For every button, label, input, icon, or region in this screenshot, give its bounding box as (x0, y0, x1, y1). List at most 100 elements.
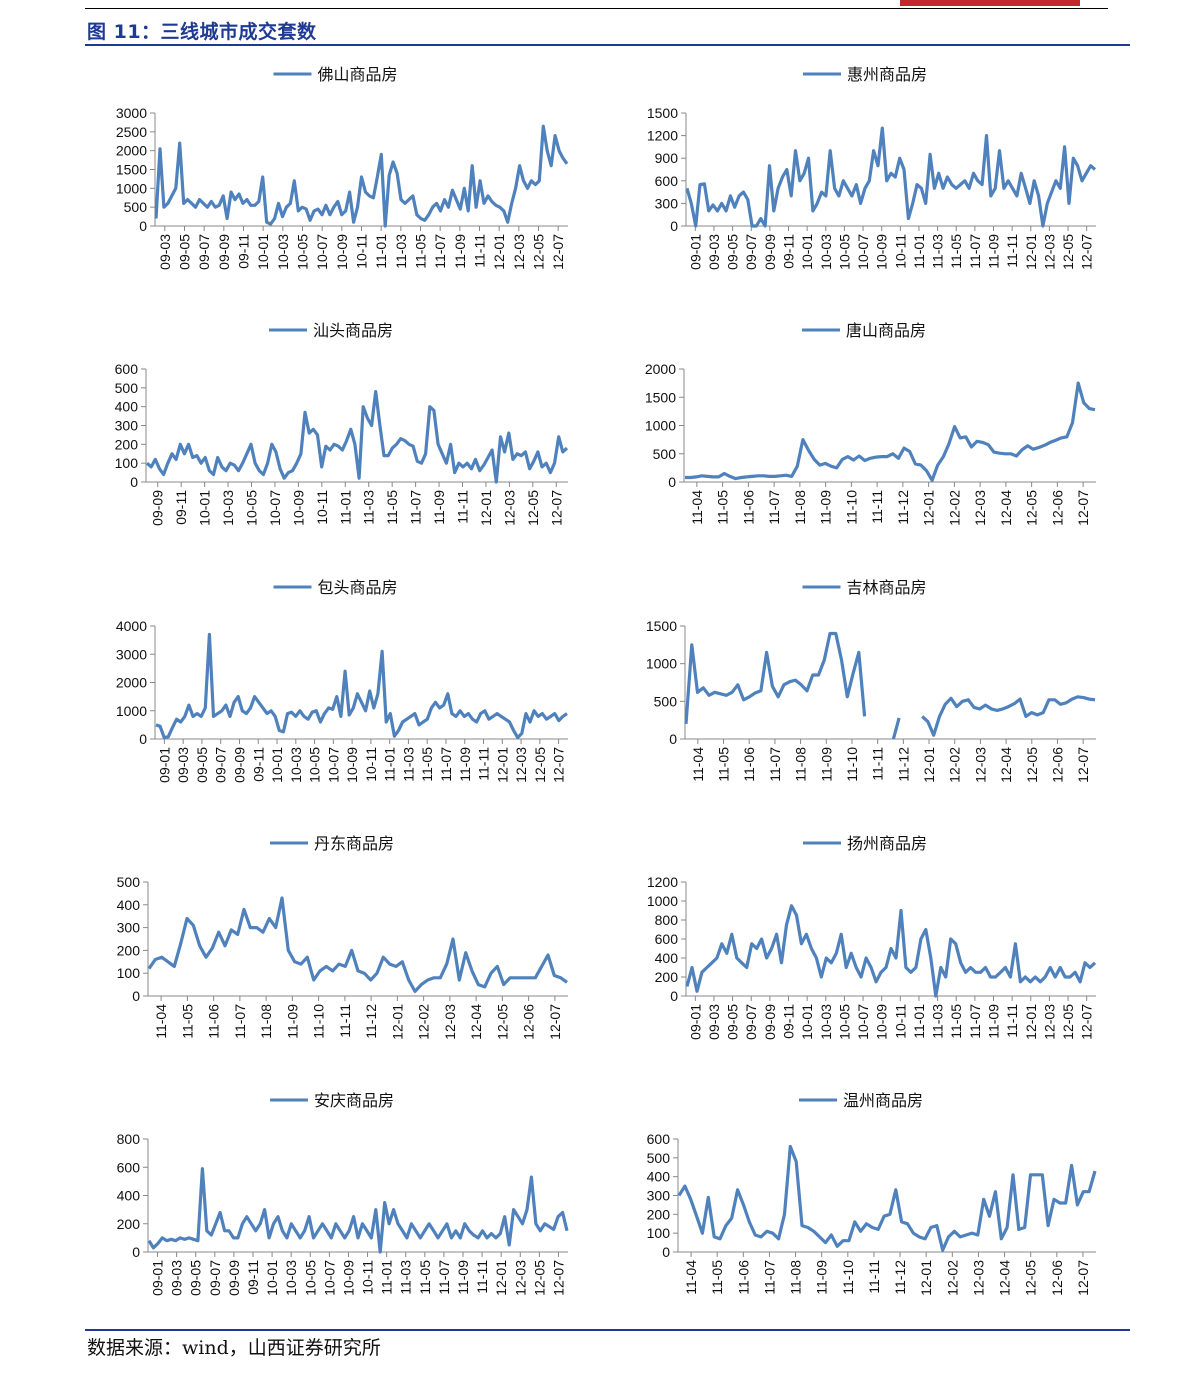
y-tick-label: 0 (670, 218, 678, 234)
x-tick-label: 12-01 (1023, 234, 1039, 270)
x-tick-label: 10-03 (283, 1260, 299, 1296)
series-line (685, 126, 1097, 228)
x-tick-label: 12-05 (1060, 1004, 1076, 1040)
x-tick-label: 11-05 (179, 1004, 195, 1039)
x-tick-label: 11-01 (337, 490, 353, 525)
x-tick-label: 09-01 (687, 234, 703, 270)
y-tick-label: 200 (117, 942, 141, 958)
x-tick-label: 12-05 (531, 234, 547, 270)
x-tick-label: 09-09 (216, 234, 232, 270)
x-tick-label: 10-11 (314, 490, 330, 525)
x-tick-label: 11-05 (384, 490, 400, 525)
y-tick-label: 200 (117, 1216, 141, 1232)
y-tick-label: 200 (115, 436, 139, 452)
chart-panel-7: 丹东商品房 0 100 200 300 400 500 11-04 11-05 11-06 11-0… (117, 835, 568, 1040)
x-tick-label: 12-01 (921, 490, 937, 526)
y-tick-label: 3000 (116, 646, 147, 662)
x-tick-label: 11-05 (948, 1004, 964, 1039)
x-tick-label: 11-06 (740, 490, 756, 525)
x-tick-label: 11-09 (457, 747, 473, 782)
x-tick-label: 12-05 (1024, 490, 1040, 526)
x-tick-label: 12-07 (550, 234, 566, 270)
x-tick-label: 12-07 (1075, 1260, 1091, 1296)
x-tick-label: 11-06 (735, 1260, 751, 1295)
y-tick-label: 1000 (116, 703, 147, 719)
y-tick-label: 3000 (116, 105, 147, 121)
series-line (147, 896, 568, 993)
x-tick-label: 11-12 (895, 490, 911, 525)
x-tick-label: 10-01 (799, 234, 815, 270)
x-tick-label: 10-09 (290, 490, 306, 526)
y-tick-label: 0 (668, 474, 676, 490)
x-tick-label: 11-04 (689, 490, 705, 525)
y-tick-label: 0 (132, 988, 140, 1004)
x-tick-label: 09-07 (196, 234, 212, 270)
x-tick-label: 10-05 (295, 234, 311, 270)
y-tick-label: 2000 (116, 675, 147, 691)
x-tick-label: 12-05 (1024, 747, 1040, 783)
x-tick-label: 09-11 (781, 1004, 797, 1039)
y-tick-label: 400 (115, 399, 139, 415)
x-tick-label: 11-10 (840, 1260, 856, 1295)
x-tick-label: 10-09 (874, 234, 890, 270)
x-tick-label: 09-05 (725, 1004, 741, 1040)
y-tick-label: 2500 (116, 124, 147, 140)
x-tick-label: 11-01 (911, 1004, 927, 1039)
x-tick-label: 12-04 (468, 1004, 484, 1040)
x-tick-label: 11-10 (844, 747, 860, 782)
y-tick-label: 400 (117, 897, 141, 913)
x-tick-label: 10-09 (874, 1004, 890, 1040)
footer-rule (85, 1329, 1130, 1331)
y-tick-label: 100 (647, 1225, 671, 1241)
y-tick-label: 200 (647, 1206, 671, 1222)
legend-label: 汕头商品房 (313, 322, 393, 340)
x-tick-label: 09-01 (156, 747, 172, 783)
series-line (677, 1144, 1097, 1252)
x-tick-label: 09-11 (245, 1260, 261, 1295)
y-tick-label: 1500 (646, 618, 677, 634)
x-tick-label: 12-03 (513, 747, 529, 783)
y-tick-label: 300 (655, 195, 679, 211)
x-tick-label: 09-03 (157, 234, 173, 270)
x-tick-label: 09-09 (226, 1260, 242, 1296)
x-tick-label: 11-01 (382, 747, 398, 782)
x-tick-label: 10-07 (855, 234, 871, 270)
x-tick-label: 11-09 (452, 234, 468, 269)
y-tick-label: 300 (117, 920, 141, 936)
x-tick-label: 09-09 (762, 1004, 778, 1040)
x-tick-label: 11-09 (818, 490, 834, 525)
x-tick-label: 11-11 (1004, 234, 1020, 268)
x-tick-label: 11-01 (911, 234, 927, 269)
y-tick-label: 400 (117, 1188, 141, 1204)
x-tick-label: 12-02 (947, 747, 963, 783)
x-tick-label: 10-11 (363, 747, 379, 782)
x-tick-label: 12-03 (511, 234, 527, 270)
x-tick-label: 11-03 (361, 490, 377, 525)
y-tick-label: 500 (115, 380, 139, 396)
x-tick-label: 11-11 (870, 747, 886, 781)
x-tick-label: 09-05 (188, 1260, 204, 1296)
x-tick-label: 11-04 (690, 747, 706, 782)
y-tick-label: 0 (670, 988, 678, 1004)
x-tick-label: 12-06 (1049, 747, 1065, 783)
x-tick-label: 11-12 (895, 747, 911, 782)
x-tick-label: 10-03 (275, 234, 291, 270)
x-tick-label: 10-03 (220, 490, 236, 526)
x-tick-label: 12-03 (970, 1260, 986, 1296)
y-tick-label: 1500 (647, 105, 678, 121)
y-tick-label: 100 (115, 455, 139, 471)
x-tick-label: 12-01 (494, 747, 510, 783)
y-tick-label: 400 (655, 950, 679, 966)
x-tick-label: 12-01 (478, 490, 494, 526)
legend-label: 温州商品房 (843, 1092, 923, 1110)
x-tick-label: 12-01 (493, 1260, 509, 1296)
y-tick-label: 1000 (645, 418, 676, 434)
x-tick-label: 11-03 (930, 234, 946, 269)
x-tick-label: 11-11 (474, 1260, 490, 1294)
y-tick-label: 500 (124, 199, 148, 215)
x-tick-label: 12-05 (1023, 1260, 1039, 1296)
x-tick-label: 10-03 (818, 1004, 834, 1040)
x-tick-label: 11-04 (683, 1260, 699, 1295)
